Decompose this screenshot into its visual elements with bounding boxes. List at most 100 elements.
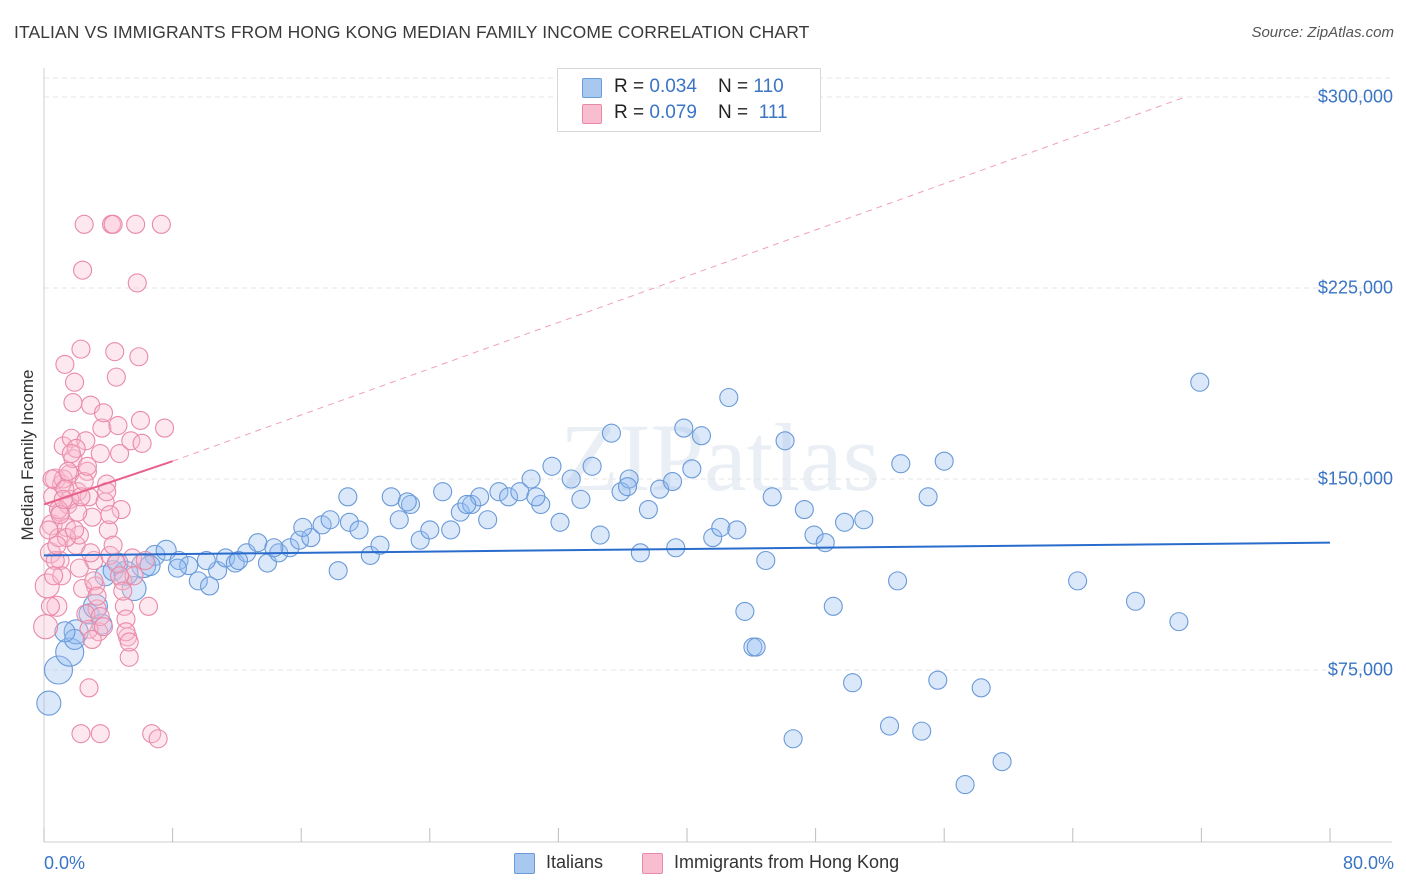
data-point xyxy=(46,595,68,617)
data-point xyxy=(854,510,874,530)
data-point xyxy=(47,535,67,555)
data-point xyxy=(526,487,546,507)
data-point xyxy=(746,637,766,657)
data-point xyxy=(400,494,421,515)
source-label: Source: ZipAtlas.com xyxy=(1251,24,1394,41)
data-point xyxy=(891,454,911,474)
data-point xyxy=(794,500,814,520)
gridlines xyxy=(44,77,1392,671)
data-point xyxy=(338,487,358,507)
data-point xyxy=(328,561,348,581)
data-point xyxy=(450,502,470,522)
data-point xyxy=(42,469,62,489)
data-point xyxy=(499,487,519,507)
legend-swatch-hong-kong xyxy=(582,104,602,124)
data-point xyxy=(1169,612,1189,632)
data-point xyxy=(912,721,932,741)
y-tick-label: $150,000 xyxy=(1317,468,1393,489)
data-point xyxy=(43,655,74,685)
data-point xyxy=(121,431,141,451)
data-point xyxy=(630,543,650,563)
y-axis-label: Median Family Income xyxy=(18,369,37,541)
data-point xyxy=(64,372,85,392)
data-point xyxy=(98,520,118,540)
data-point xyxy=(433,482,453,502)
data-point xyxy=(410,530,430,550)
data-point xyxy=(843,673,863,693)
data-point xyxy=(349,520,369,540)
data-point xyxy=(110,566,130,586)
data-point xyxy=(77,456,97,476)
data-point xyxy=(188,571,208,591)
data-point xyxy=(48,528,69,548)
data-point xyxy=(113,571,133,591)
data-point xyxy=(105,342,125,362)
y-tick-label: $225,000 xyxy=(1317,277,1393,298)
data-point xyxy=(879,716,900,736)
data-point xyxy=(834,512,855,532)
data-point xyxy=(64,520,85,540)
data-point xyxy=(116,622,136,642)
data-point xyxy=(1068,571,1088,591)
legend-swatch-italians xyxy=(582,78,602,98)
data-point xyxy=(71,724,91,744)
data-point xyxy=(735,601,755,621)
data-point xyxy=(77,461,97,481)
data-point xyxy=(1125,591,1146,611)
data-point xyxy=(674,418,694,438)
data-point xyxy=(711,517,731,537)
data-point xyxy=(389,510,409,530)
data-point xyxy=(71,339,91,359)
data-point xyxy=(50,505,70,525)
data-point xyxy=(124,566,144,586)
trend-line-extension xyxy=(172,96,1186,462)
data-point xyxy=(81,543,101,563)
data-point xyxy=(301,528,321,548)
data-point xyxy=(100,505,120,525)
data-point xyxy=(293,517,313,537)
data-point xyxy=(381,487,401,507)
data-point xyxy=(682,459,702,479)
data-point xyxy=(719,387,739,408)
data-point xyxy=(457,494,477,515)
data-point xyxy=(90,443,110,464)
data-point xyxy=(139,555,161,577)
data-point xyxy=(542,456,562,476)
trend-line xyxy=(43,460,173,506)
data-point xyxy=(804,525,824,545)
y-tick-label: $300,000 xyxy=(1317,86,1393,107)
data-point xyxy=(703,528,723,548)
data-point xyxy=(992,752,1012,772)
data-point xyxy=(39,520,59,540)
data-point xyxy=(63,393,83,413)
trend-line xyxy=(43,541,1331,557)
x-tick-label-min: 0.0% xyxy=(44,853,86,873)
data-point xyxy=(441,520,461,540)
data-point xyxy=(561,469,581,489)
data-point xyxy=(918,487,938,507)
data-point xyxy=(130,410,150,430)
data-point xyxy=(61,443,81,464)
data-point xyxy=(179,556,199,576)
data-point xyxy=(79,678,99,698)
axes xyxy=(43,68,1392,843)
data-point xyxy=(489,482,509,502)
data-point xyxy=(617,477,638,497)
data-point xyxy=(571,489,591,509)
data-point xyxy=(320,510,340,530)
data-point xyxy=(582,456,602,476)
data-point xyxy=(815,533,835,553)
legend-swatch xyxy=(514,853,535,874)
data-point xyxy=(58,461,78,481)
data-point xyxy=(52,566,72,586)
data-point xyxy=(61,428,81,448)
data-point xyxy=(93,617,114,637)
data-point xyxy=(638,500,658,520)
data-point xyxy=(167,558,187,578)
data-point xyxy=(462,494,482,515)
data-point xyxy=(132,433,152,453)
data-point xyxy=(888,571,908,591)
data-point xyxy=(138,596,159,616)
data-point xyxy=(148,729,168,749)
